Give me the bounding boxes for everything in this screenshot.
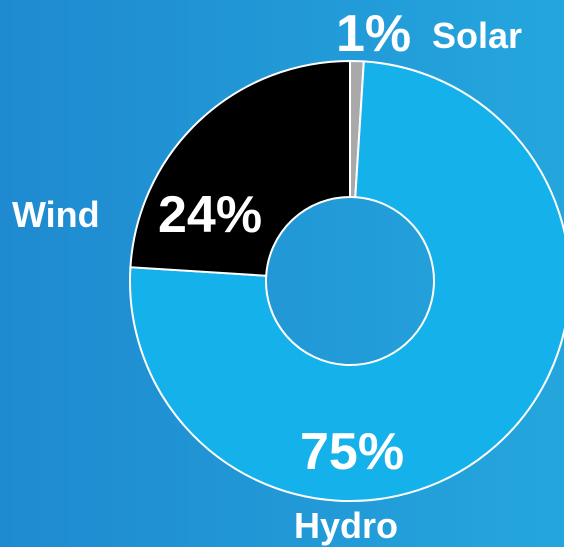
slice-value-label-wind: 24% — [158, 186, 263, 244]
slice-value-label-solar: 1% — [336, 5, 412, 63]
slice-category-label-hydro: Hydro — [294, 505, 399, 546]
slice-wind — [129, 59, 351, 277]
slice-category-label-solar: Solar — [432, 15, 523, 56]
slice-value-label-hydro: 75% — [300, 423, 405, 481]
slice-category-label-wind: Wind — [12, 194, 100, 235]
